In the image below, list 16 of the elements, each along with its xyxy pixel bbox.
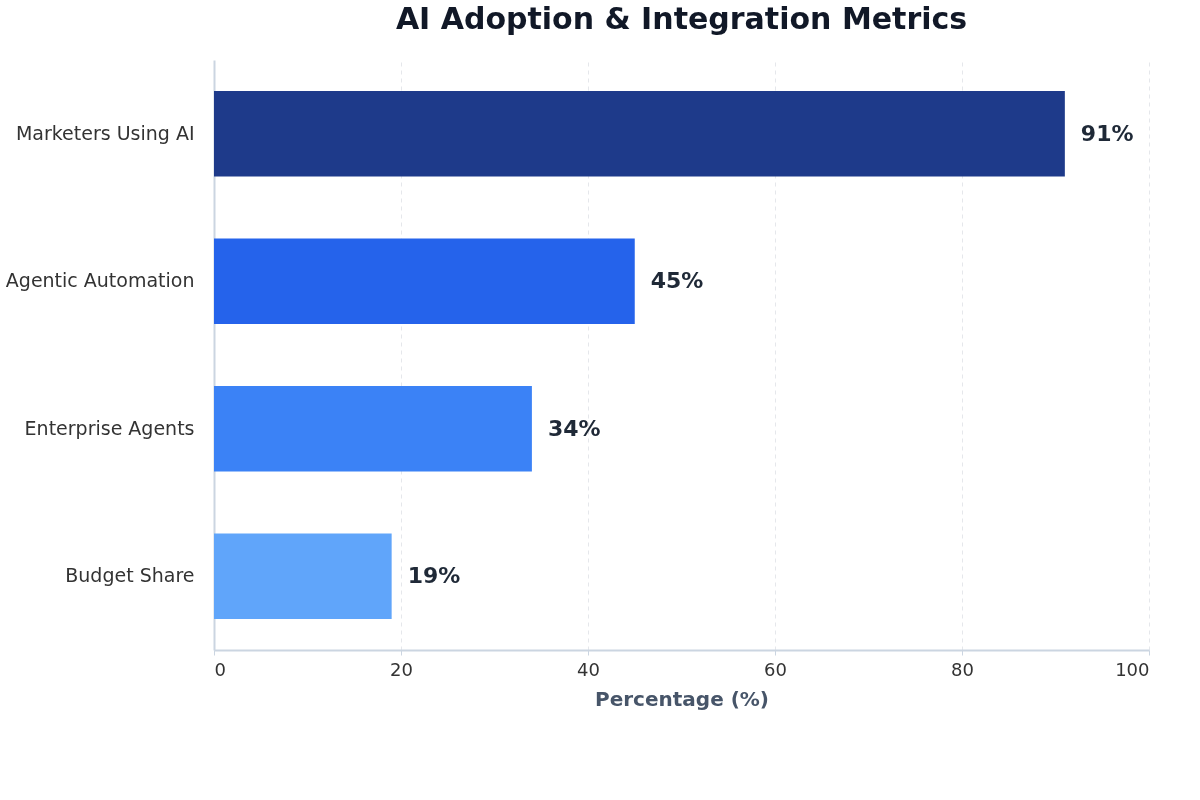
data-label: 34% bbox=[547, 415, 601, 441]
x-tick-label: 60 bbox=[764, 658, 787, 680]
x-tick-label: 80 bbox=[951, 658, 974, 680]
y-tick-label: Enterprise Agents bbox=[24, 416, 195, 439]
data-label: 19% bbox=[407, 563, 461, 589]
x-tick-label: 20 bbox=[390, 658, 413, 680]
x-tick-label: 40 bbox=[577, 658, 600, 680]
y-tick-label: Agentic Automation bbox=[5, 269, 195, 292]
y-tick-label: Budget Share bbox=[65, 564, 195, 587]
x-axis-title: Percentage (%) bbox=[595, 686, 769, 711]
x-tick-label: 0 bbox=[214, 658, 226, 680]
y-tick-label: Marketers Using AI bbox=[15, 121, 195, 144]
x-tick-label: 100 bbox=[1115, 658, 1150, 680]
data-label: 91% bbox=[1080, 120, 1134, 146]
chart-title: AI Adoption & Integration Metrics bbox=[395, 1, 968, 36]
data-label: 45% bbox=[650, 268, 704, 294]
